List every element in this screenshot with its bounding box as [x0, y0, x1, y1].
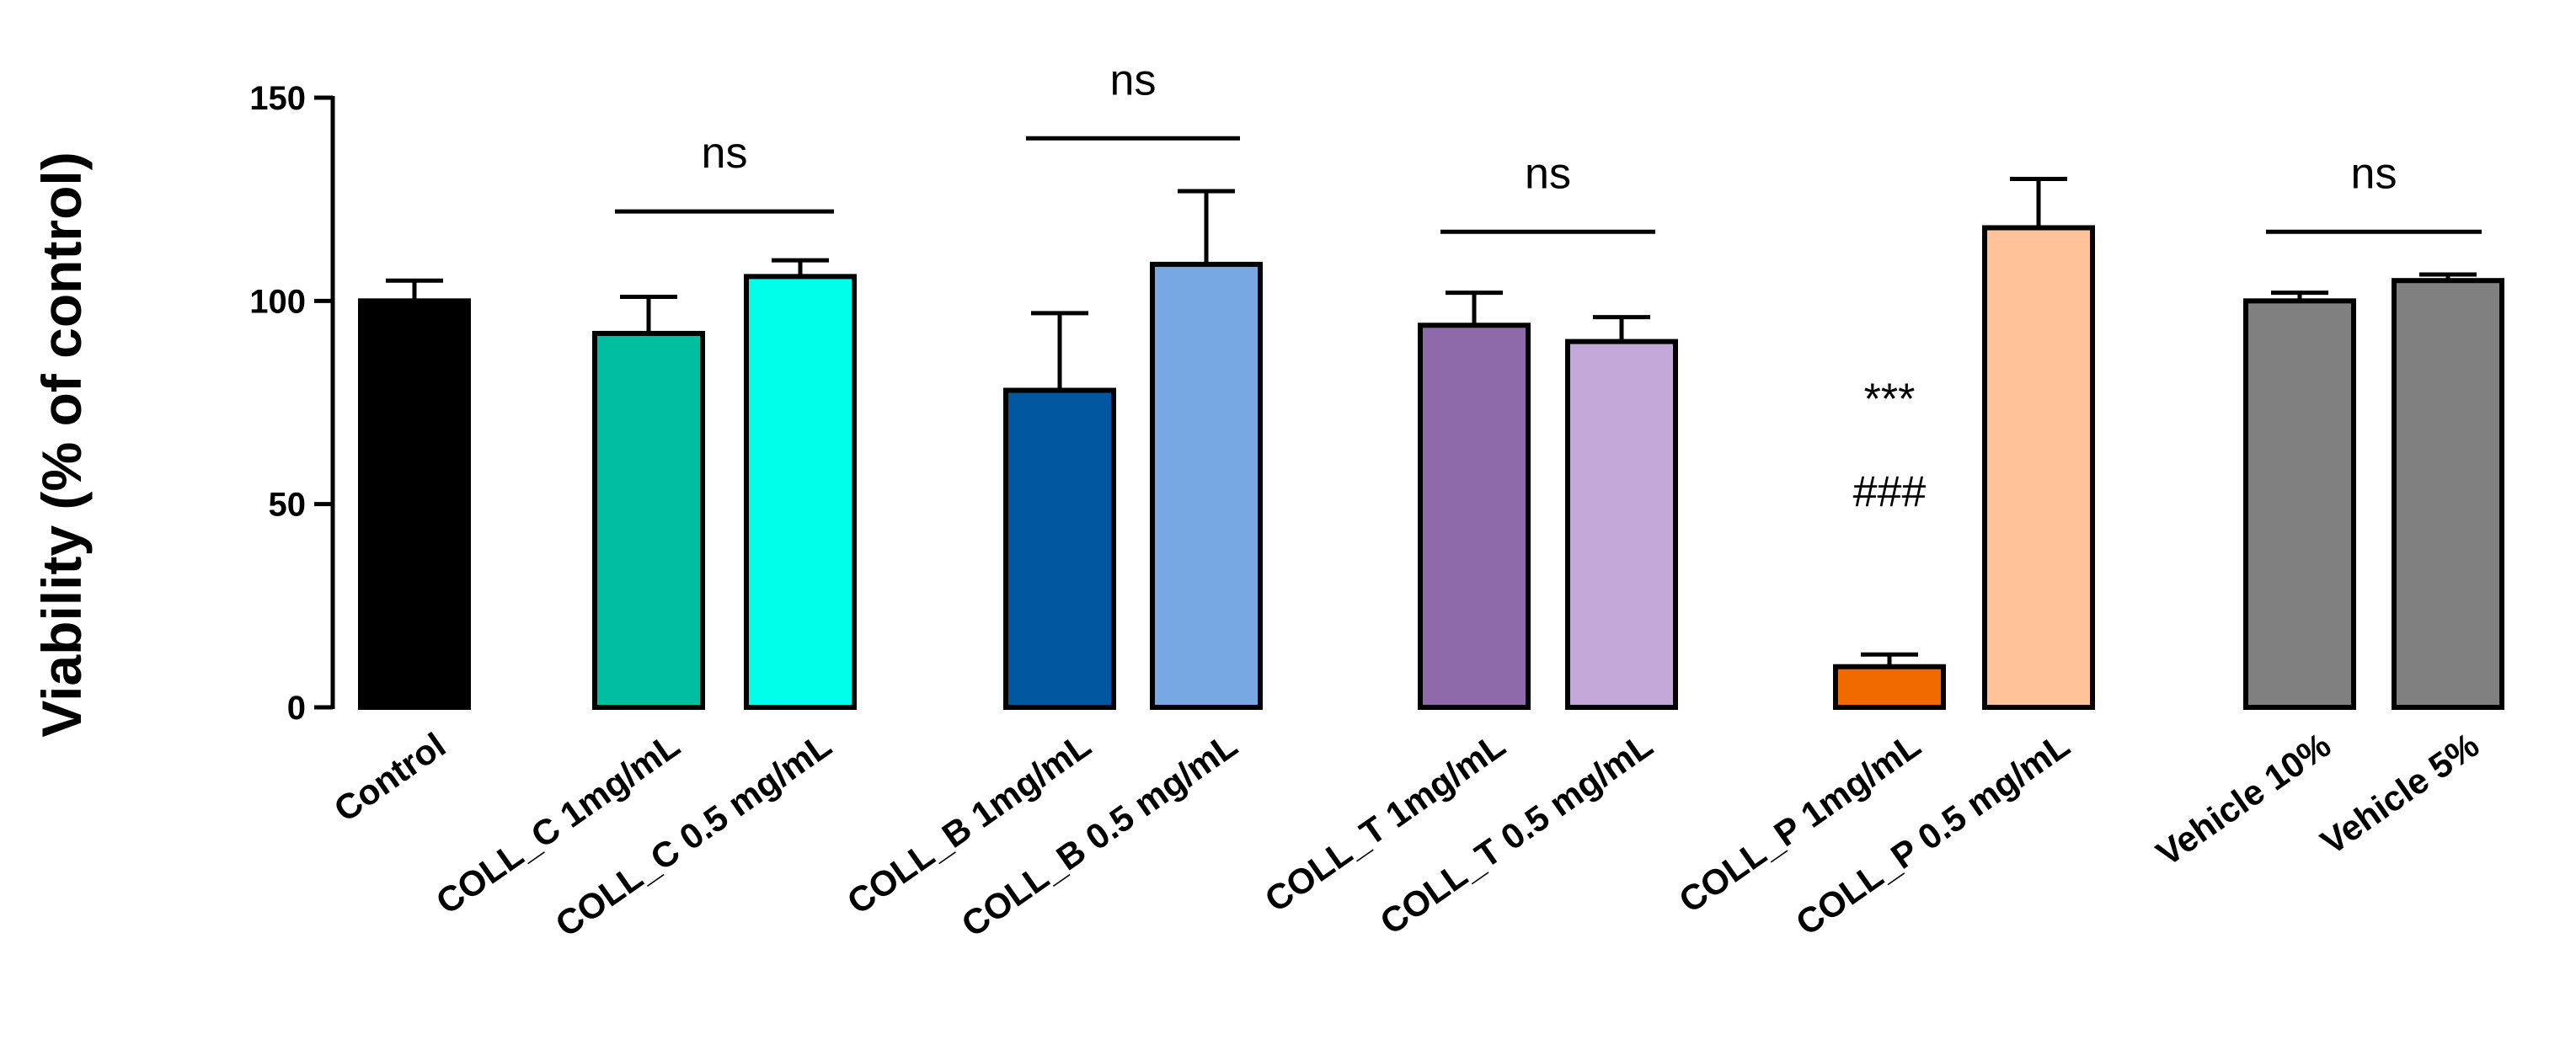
- bar-group: [1418, 291, 1531, 710]
- bar: [2392, 278, 2504, 710]
- significance-label: ns: [1525, 149, 1571, 198]
- bar-group: [1833, 652, 1946, 711]
- bar-group: [1003, 311, 1116, 710]
- bar-group: [1565, 315, 1678, 710]
- bar-group: [2392, 272, 2504, 710]
- significance-annotation: ***: [1864, 376, 1916, 424]
- bar-group: [1982, 177, 2095, 711]
- category-label: Control: [327, 725, 452, 829]
- bar: [1418, 323, 1531, 710]
- category-label: Vehicle 5%: [2313, 725, 2486, 862]
- bar: [1565, 339, 1678, 710]
- bar: [2243, 298, 2356, 710]
- bar: [1982, 225, 2095, 711]
- y-tick-label: 150: [249, 80, 306, 117]
- y-tick-label: 50: [269, 487, 307, 524]
- bar: [592, 330, 705, 710]
- category-label: COLL_C 1mg/mL: [429, 725, 687, 922]
- y-tick-label: 100: [249, 283, 306, 320]
- significance-label: ns: [2351, 149, 2397, 198]
- category-label: COLL_T 1mg/mL: [1258, 725, 1512, 920]
- category-label: COLL_P 0.5 mg/mL: [1788, 725, 2076, 943]
- category-label: COLL_B 1mg/mL: [840, 725, 1098, 922]
- y-axis-title: Viability (% of control): [30, 152, 93, 737]
- y-tick-label: 0: [287, 690, 306, 727]
- bar: [358, 298, 471, 710]
- category-label: COLL_P 1mg/mL: [1672, 725, 1928, 920]
- bar-group: [744, 258, 857, 710]
- bar-group: [592, 295, 705, 710]
- category-label: Vehicle 10%: [2149, 725, 2338, 873]
- bar-group: [358, 278, 471, 710]
- bar: [744, 274, 857, 710]
- significance-label: ns: [1110, 56, 1157, 104]
- bar: [1003, 387, 1116, 710]
- bar: [1150, 261, 1263, 711]
- category-label: COLL_T 0.5 mg/mL: [1373, 725, 1659, 942]
- significance-label: ns: [702, 129, 748, 178]
- bar-group: [1150, 189, 1263, 711]
- bar: [1833, 664, 1946, 711]
- bar-group: [2243, 291, 2356, 710]
- significance-annotation: ###: [1853, 468, 1927, 517]
- category-label: COLL_C 0.5 mg/mL: [548, 725, 838, 945]
- category-label: COLL_B 0.5 mg/mL: [954, 725, 1244, 945]
